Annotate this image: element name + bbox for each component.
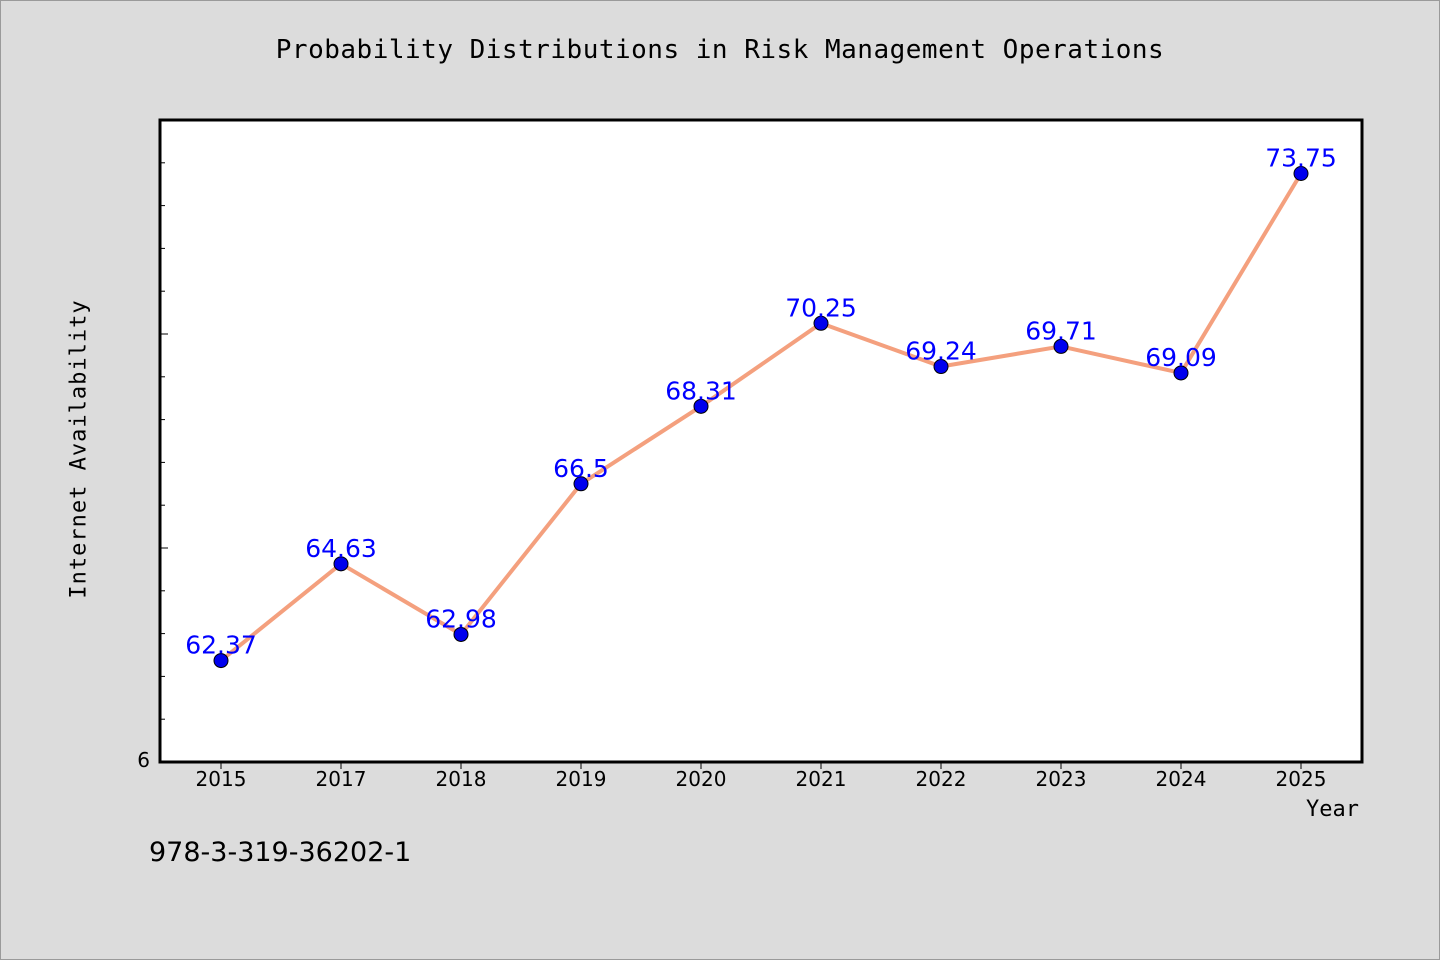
- x-axis-ticks: 2015 2017 2018 2019 2020 2021 2022 2023 2024 2025: [196, 762, 1327, 791]
- data-point: [213, 653, 229, 669]
- y-axis-ticks: 6: [137, 119, 168, 772]
- x-tick-label: 2025: [1276, 767, 1327, 791]
- data-label: 64.63: [305, 534, 377, 563]
- x-tick-label: 2019: [556, 767, 607, 791]
- x-tick-label: 2017: [316, 767, 367, 791]
- x-tick-label: 2021: [796, 767, 847, 791]
- data-point: [813, 315, 829, 331]
- data-label: 62.98: [425, 604, 497, 633]
- data-label: 62.37: [185, 631, 257, 660]
- x-tick-label: 2022: [916, 767, 967, 791]
- data-point: [933, 359, 949, 375]
- data-point: [693, 398, 709, 414]
- plot-area: [158, 118, 1364, 764]
- x-tick-label: 2015: [196, 767, 247, 791]
- series-line: [219, 172, 1303, 663]
- series-group: 62.37 64.63 62.98 66.5 68.31 70.25 69.24 69.71 6…: [185, 144, 1337, 669]
- data-point: [453, 626, 469, 642]
- data-label: 69.09: [1145, 343, 1217, 372]
- x-tick-label: 2023: [1036, 767, 1087, 791]
- data-point: [1293, 166, 1309, 181]
- isbn-footer: 978-3-319-36202-1: [149, 837, 412, 868]
- data-point: [1173, 365, 1189, 381]
- x-tick-label: 2018: [436, 767, 487, 791]
- data-label: 66.5: [553, 454, 609, 483]
- x-axis-label: Year: [1306, 797, 1359, 822]
- data-label: 73.75: [1265, 144, 1337, 173]
- data-label: 69.71: [1025, 316, 1097, 345]
- x-tick-label: 2024: [1156, 767, 1207, 791]
- data-label: 68.31: [665, 376, 737, 405]
- y-tick-label: 6: [137, 748, 150, 772]
- data-point: [333, 556, 349, 572]
- data-point: [573, 476, 589, 492]
- data-label: 69.24: [905, 337, 977, 366]
- data-point: [1053, 338, 1069, 354]
- data-label: 70.25: [785, 293, 857, 322]
- chart-title: Probability Distributions in Risk Manage…: [275, 35, 1165, 65]
- x-tick-label: 2020: [676, 767, 727, 791]
